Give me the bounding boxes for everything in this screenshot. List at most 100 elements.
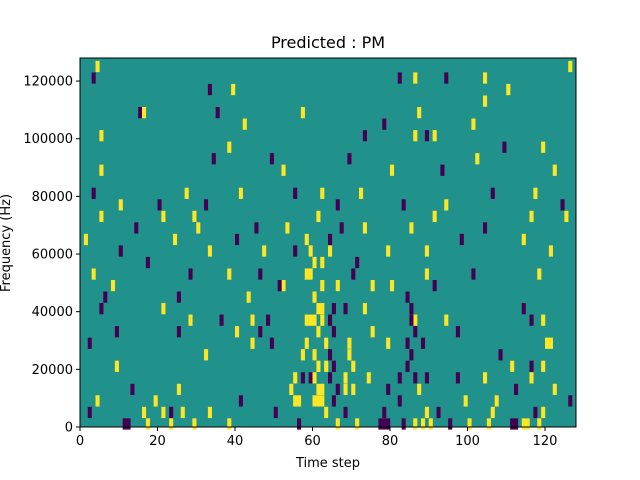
- plot-frame: [79, 57, 577, 428]
- heatmap-cell: [405, 337, 410, 349]
- heatmap-cell: [564, 210, 569, 223]
- heatmap-cell: [339, 222, 344, 234]
- heatmap-cell: [227, 141, 232, 153]
- heatmap-cell: [537, 418, 542, 430]
- heatmap-cell: [312, 395, 317, 407]
- heatmap-cell: [529, 314, 534, 326]
- heatmap-cell: [541, 406, 546, 419]
- heatmap-cell: [99, 210, 104, 223]
- heatmap-cell: [204, 199, 209, 211]
- heatmap-cell: [529, 210, 534, 223]
- heatmap-cell: [514, 418, 519, 430]
- heatmap-cell: [401, 418, 406, 430]
- heatmap-cell: [552, 164, 557, 176]
- heatmap-cell: [320, 395, 325, 407]
- heatmap-cell: [362, 222, 367, 234]
- heatmap-cell: [114, 326, 119, 338]
- heatmap-cell: [324, 406, 329, 419]
- heatmap-cell: [304, 233, 309, 246]
- y-axis: 0 20000 40000 60000 80000 100000 120000: [23, 75, 80, 436]
- heatmap-cell: [293, 372, 298, 384]
- heatmap-cell: [215, 107, 220, 119]
- x-tick-label: 60: [304, 434, 321, 449]
- heatmap-cell: [502, 141, 507, 153]
- heatmap-cell: [498, 349, 503, 361]
- heatmap-cell: [552, 383, 557, 395]
- heatmap-cell: [347, 349, 352, 361]
- heatmap-cell: [211, 153, 216, 165]
- x-tick-label: 80: [382, 434, 399, 449]
- heatmap-cell: [289, 383, 294, 395]
- heatmap-cell: [331, 395, 336, 407]
- heatmap-cell: [409, 349, 414, 361]
- heatmap-cell: [483, 372, 488, 384]
- x-axis-label: Time step: [295, 456, 360, 471]
- heatmap-cell: [463, 395, 468, 407]
- heatmap-cell: [467, 418, 472, 430]
- heatmap-cell: [250, 337, 255, 349]
- heatmap-cell: [312, 291, 317, 303]
- heatmap-cell: [324, 337, 329, 349]
- heatmap-cell: [308, 268, 313, 280]
- heatmap-cell: [413, 314, 418, 326]
- heatmap-cell: [529, 372, 534, 384]
- heatmap-cell: [161, 303, 166, 315]
- heatmap-cell: [328, 233, 333, 246]
- heatmap-cell: [99, 130, 104, 142]
- chart-title: Predicted : PM: [271, 33, 385, 52]
- heatmap-cell: [312, 372, 317, 384]
- heatmap-cell: [483, 72, 488, 84]
- heatmap-cell: [405, 291, 410, 303]
- heatmap-cell: [180, 406, 185, 419]
- heatmap-cell: [436, 406, 441, 419]
- heatmap-cell: [300, 107, 305, 119]
- heatmap-cell: [293, 245, 298, 257]
- x-tick-label: 40: [227, 434, 244, 449]
- heatmap-cell: [421, 418, 426, 430]
- heatmap-cell: [390, 164, 395, 176]
- heatmap-cell: [308, 314, 313, 326]
- heatmap-cell: [142, 406, 147, 419]
- heatmap-cell: [521, 233, 526, 246]
- heatmap-cell: [176, 383, 181, 395]
- heatmap-cell: [91, 187, 96, 199]
- heatmap-cell: [145, 256, 150, 269]
- heatmap-cell: [300, 349, 305, 361]
- heatmap-cell: [188, 314, 193, 326]
- heatmap-cell: [537, 268, 542, 280]
- heatmap-cell: [382, 406, 387, 419]
- heatmap-cell: [277, 279, 282, 292]
- heatmap-cell: [355, 256, 360, 269]
- heatmap-cell: [405, 360, 410, 372]
- heatmap-cell: [413, 130, 418, 142]
- heatmap-cell: [359, 187, 364, 199]
- heatmap-cell: [304, 337, 309, 349]
- heatmap-cell: [475, 153, 480, 165]
- heatmap-cell: [320, 314, 325, 326]
- heatmap-cell: [343, 372, 348, 384]
- heatmap-cell: [444, 72, 449, 84]
- heatmap-cell: [227, 268, 232, 280]
- heatmap-cell: [382, 118, 387, 130]
- heatmap-cell: [258, 268, 263, 280]
- heatmap-cell: [328, 314, 333, 326]
- heatmap-cell: [219, 314, 224, 326]
- heatmap-cell: [494, 395, 499, 407]
- heatmap-cell: [312, 256, 317, 269]
- heatmap-cell: [281, 164, 286, 176]
- heatmap-cell: [246, 291, 251, 303]
- heatmap-cell: [192, 418, 197, 430]
- heatmap-cell: [308, 245, 313, 257]
- heatmap-cell: [432, 279, 437, 292]
- heatmap-cell: [111, 279, 116, 292]
- heatmap-cell: [169, 406, 174, 419]
- heatmap-cell: [320, 187, 325, 199]
- heatmap-cell: [351, 268, 356, 280]
- heatmap-cell: [134, 222, 139, 234]
- heatmap-cell: [324, 360, 329, 372]
- heatmap-cell: [421, 337, 426, 349]
- heatmap-cell: [169, 418, 174, 430]
- heatmap-cell: [304, 268, 309, 280]
- x-tick-label: 20: [149, 434, 166, 449]
